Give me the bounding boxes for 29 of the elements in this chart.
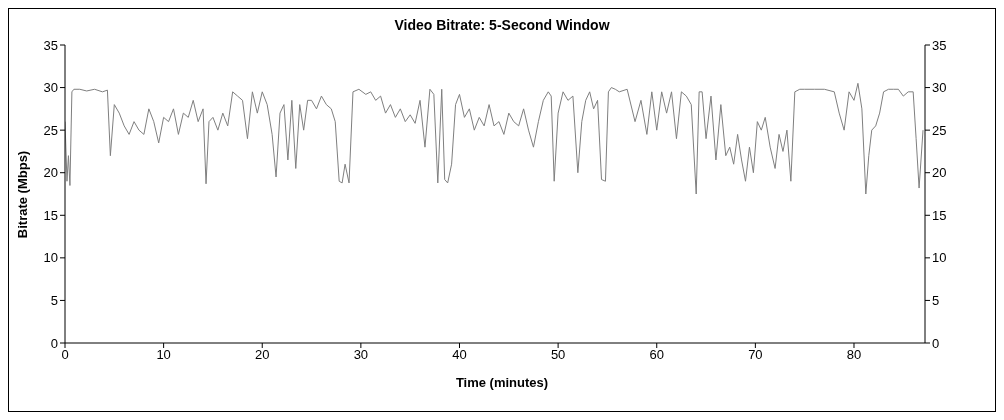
y-axis-title: Bitrate (Mbps)	[15, 150, 31, 238]
y-tick-label: 15	[43, 207, 58, 223]
y2-tick-label: 30	[932, 80, 947, 96]
x-tick-label: 40	[452, 347, 467, 363]
x-tick-label: 20	[255, 347, 270, 363]
y-tick-label: 20	[43, 165, 58, 181]
x-tick-label: 80	[846, 347, 862, 363]
y2-tick-label: 0	[932, 335, 940, 351]
y2-tick-label: 20	[932, 165, 947, 181]
y2-tick-label: 15	[932, 207, 947, 223]
x-tick-label: 30	[353, 347, 369, 363]
y-tick-label: 5	[50, 293, 58, 309]
y2-tick-label: 10	[932, 250, 947, 266]
y-tick-label: 25	[43, 122, 58, 138]
y2-tick-label: 5	[932, 293, 940, 309]
y-tick-label: 0	[50, 335, 58, 351]
x-tick-label: 0	[61, 347, 69, 363]
y-tick-label: 10	[43, 250, 58, 266]
x-tick-label: 50	[550, 347, 566, 363]
chart-title: Video Bitrate: 5-Second Window	[393, 17, 611, 33]
x-tick-label: 60	[649, 347, 664, 363]
line-series	[65, 82, 924, 195]
x-tick-label: 70	[748, 347, 763, 363]
y-tick-label: 35	[43, 37, 58, 53]
y-tick-label: 30	[43, 80, 58, 96]
y2-tick-label: 35	[932, 37, 947, 53]
x-axis-title: Time (minutes)	[454, 375, 550, 390]
x-tick-label: 10	[156, 347, 171, 363]
y2-tick-label: 25	[932, 122, 947, 138]
